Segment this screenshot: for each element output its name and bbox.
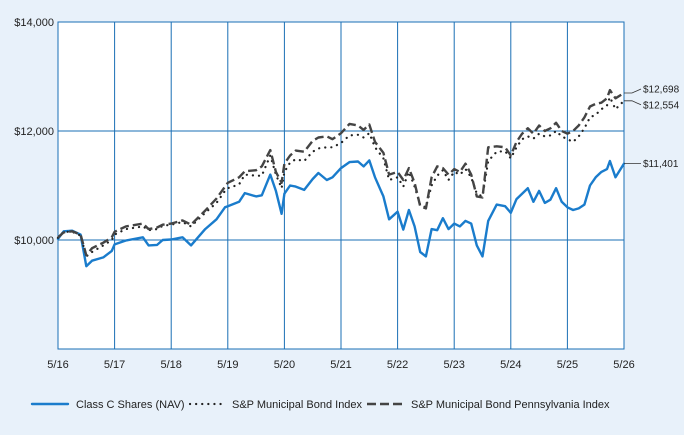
x-tick-label: 5/24 xyxy=(500,359,521,371)
y-tick-label: $12,000 xyxy=(14,126,54,138)
legend: Class C Shares (NAV) S&P Municipal Bond I… xyxy=(30,399,610,411)
y-tick-label: $14,000 xyxy=(14,17,54,29)
end-value-label: $12,698 xyxy=(643,84,680,95)
x-tick-label: 5/23 xyxy=(443,359,464,371)
x-tick-label: 5/21 xyxy=(330,359,351,371)
legend-label: S&P Municipal Bond Pennsylvania Index xyxy=(411,399,610,411)
series-line-2 xyxy=(57,88,625,257)
x-tick-label: 5/17 xyxy=(104,359,125,371)
end-value-labels: $11,401 $12,554 $12,698 xyxy=(624,84,680,170)
x-tick-label: 5/25 xyxy=(557,359,578,371)
grid-lines xyxy=(58,22,624,349)
series-line-1 xyxy=(56,96,626,258)
x-tick-label: 5/16 xyxy=(47,359,68,371)
x-tick-label: 5/19 xyxy=(217,359,238,371)
x-tick-label: 5/26 xyxy=(613,359,634,371)
legend-label: S&P Municipal Bond Index xyxy=(232,399,363,411)
legend-label: Class C Shares (NAV) xyxy=(76,399,185,411)
end-value-label: $12,554 xyxy=(643,100,680,111)
x-tick-label: 5/18 xyxy=(160,359,181,371)
axis-tick-labels: 5/16 5/17 5/18 5/19 5/20 5/21 5/22 5/23 5/24 5/25… xyxy=(14,17,634,371)
x-tick-label: 5/22 xyxy=(387,359,408,371)
end-label-leader xyxy=(624,88,642,94)
series-line-0 xyxy=(56,159,626,268)
series-lines xyxy=(56,88,626,268)
end-value-label: $11,401 xyxy=(643,159,679,170)
x-tick-label: 5/20 xyxy=(274,359,295,371)
end-label-leader xyxy=(624,100,642,106)
y-tick-label: $10,000 xyxy=(14,235,54,247)
